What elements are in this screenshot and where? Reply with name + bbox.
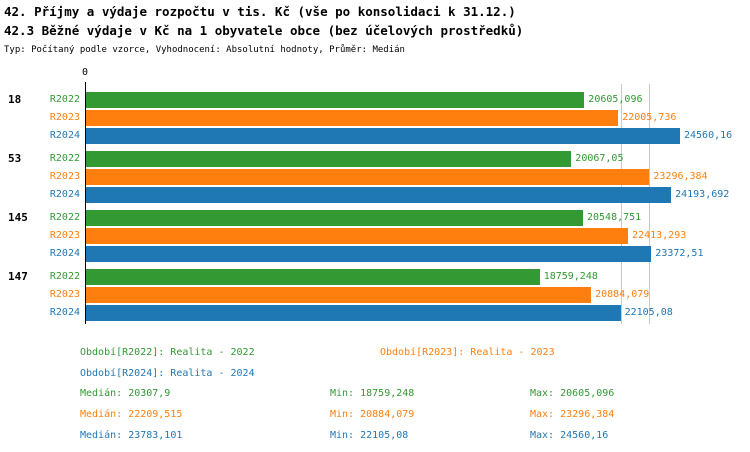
stat-max-r2022: Max: 20605,096 xyxy=(530,388,614,399)
series-label-r2024-group-147: R2024 xyxy=(49,307,80,318)
stat-value: 22209,515 xyxy=(128,409,183,420)
value-label-r2023-group-53: 23296,384 xyxy=(653,171,708,182)
stat-label: Medián: xyxy=(80,430,123,441)
chart-subtitle: Typ: Počítaný podle vzorce, Vyhodnocení:… xyxy=(4,45,405,55)
bar-r2023-group-53 xyxy=(86,169,650,185)
bar-r2023-group-18 xyxy=(86,110,619,126)
bar-r2024-group-18 xyxy=(86,128,680,144)
bar-r2022-group-53 xyxy=(86,151,572,167)
y-axis-line xyxy=(85,82,86,324)
series-label-r2022-group-147: R2022 xyxy=(49,271,80,282)
bar-r2024-group-147 xyxy=(86,305,621,321)
stat-value: 24560,16 xyxy=(560,430,609,441)
stat-max-r2023: Max: 23296,384 xyxy=(530,409,614,420)
stat-label: Min: xyxy=(330,388,355,399)
bar-r2024-group-145 xyxy=(86,246,652,262)
stat-value: 18759,248 xyxy=(360,388,415,399)
bar-r2022-group-145 xyxy=(86,210,583,226)
series-label-r2023-group-53: R2023 xyxy=(49,171,80,182)
stat-label: Min: xyxy=(330,409,355,420)
stat-value: 23296,384 xyxy=(560,409,615,420)
bar-r2024-group-53 xyxy=(86,187,672,203)
plot-area: 18 R2022 20605,096 R2023 22005,736 R2024 24560… xyxy=(0,84,750,324)
series-label-r2022-group-18: R2022 xyxy=(49,94,80,105)
bar-r2022-group-18 xyxy=(86,92,585,108)
series-label-r2022-group-145: R2022 xyxy=(49,212,80,223)
stat-min-r2024: Min: 22105,08 xyxy=(330,430,408,441)
value-label-r2023-group-18: 22005,736 xyxy=(622,112,677,123)
stat-min-r2022: Min: 18759,248 xyxy=(330,388,414,399)
value-label-r2024-group-18: 24560,16 xyxy=(684,130,733,141)
series-label-r2023-group-147: R2023 xyxy=(49,289,80,300)
stat-value: 22105,08 xyxy=(360,430,409,441)
stat-label: Min: xyxy=(330,430,355,441)
legend-item-r2024: Období[R2024]: Realita - 2024 xyxy=(80,368,255,379)
bar-r2022-group-147 xyxy=(86,269,540,285)
x-axis-zero-label: 0 xyxy=(81,67,89,78)
chart-title-line2: 42.3 Běžné výdaje v Kč na 1 obyvatele ob… xyxy=(4,23,524,38)
stat-value: 23783,101 xyxy=(128,430,183,441)
bar-r2023-group-147 xyxy=(86,287,592,303)
value-label-r2022-group-147: 18759,248 xyxy=(543,271,598,282)
value-label-r2022-group-145: 20548,751 xyxy=(587,212,642,223)
group-label-147: 147 xyxy=(8,270,28,283)
stat-label: Medián: xyxy=(80,409,123,420)
series-label-r2024-group-145: R2024 xyxy=(49,248,80,259)
series-label-r2024-group-18: R2024 xyxy=(49,130,80,141)
series-label-r2023-group-145: R2023 xyxy=(49,230,80,241)
stat-min-r2023: Min: 20884,079 xyxy=(330,409,414,420)
stat-label: Max: xyxy=(530,388,555,399)
group-label-145: 145 xyxy=(8,211,28,224)
stat-max-r2024: Max: 24560,16 xyxy=(530,430,608,441)
group-label-18: 18 xyxy=(8,93,22,106)
value-label-r2024-group-145: 23372,51 xyxy=(655,248,704,259)
value-label-r2022-group-53: 20067,05 xyxy=(575,153,624,164)
value-label-r2024-group-53: 24193,692 xyxy=(675,189,730,200)
stat-label: Max: xyxy=(530,409,555,420)
stat-value: 20884,079 xyxy=(360,409,415,420)
gridline xyxy=(649,84,651,324)
stat-label: Medián: xyxy=(80,388,123,399)
chart-title-line1: 42. Příjmy a výdaje rozpočtu v tis. Kč (… xyxy=(4,4,516,19)
stat-label: Max: xyxy=(530,430,555,441)
legend-item-r2022: Období[R2022]: Realita - 2022 xyxy=(80,347,255,358)
stat-median-r2024: Medián: 23783,101 xyxy=(80,430,182,441)
bar-r2023-group-145 xyxy=(86,228,629,244)
stat-value: 20307,9 xyxy=(128,388,171,399)
series-label-r2022-group-53: R2022 xyxy=(49,153,80,164)
stat-value: 20605,096 xyxy=(560,388,615,399)
legend-item-r2023: Období[R2023]: Realita - 2023 xyxy=(380,347,555,358)
value-label-r2023-group-145: 22413,293 xyxy=(632,230,687,241)
stat-median-r2022: Medián: 20307,9 xyxy=(80,388,170,399)
value-label-r2022-group-18: 20605,096 xyxy=(588,94,643,105)
series-label-r2023-group-18: R2023 xyxy=(49,112,80,123)
value-label-r2024-group-147: 22105,08 xyxy=(624,307,673,318)
stat-median-r2023: Medián: 22209,515 xyxy=(80,409,182,420)
gridline xyxy=(620,84,622,324)
series-label-r2024-group-53: R2024 xyxy=(49,189,80,200)
group-label-53: 53 xyxy=(8,152,22,165)
value-label-r2023-group-147: 20884,079 xyxy=(595,289,650,300)
